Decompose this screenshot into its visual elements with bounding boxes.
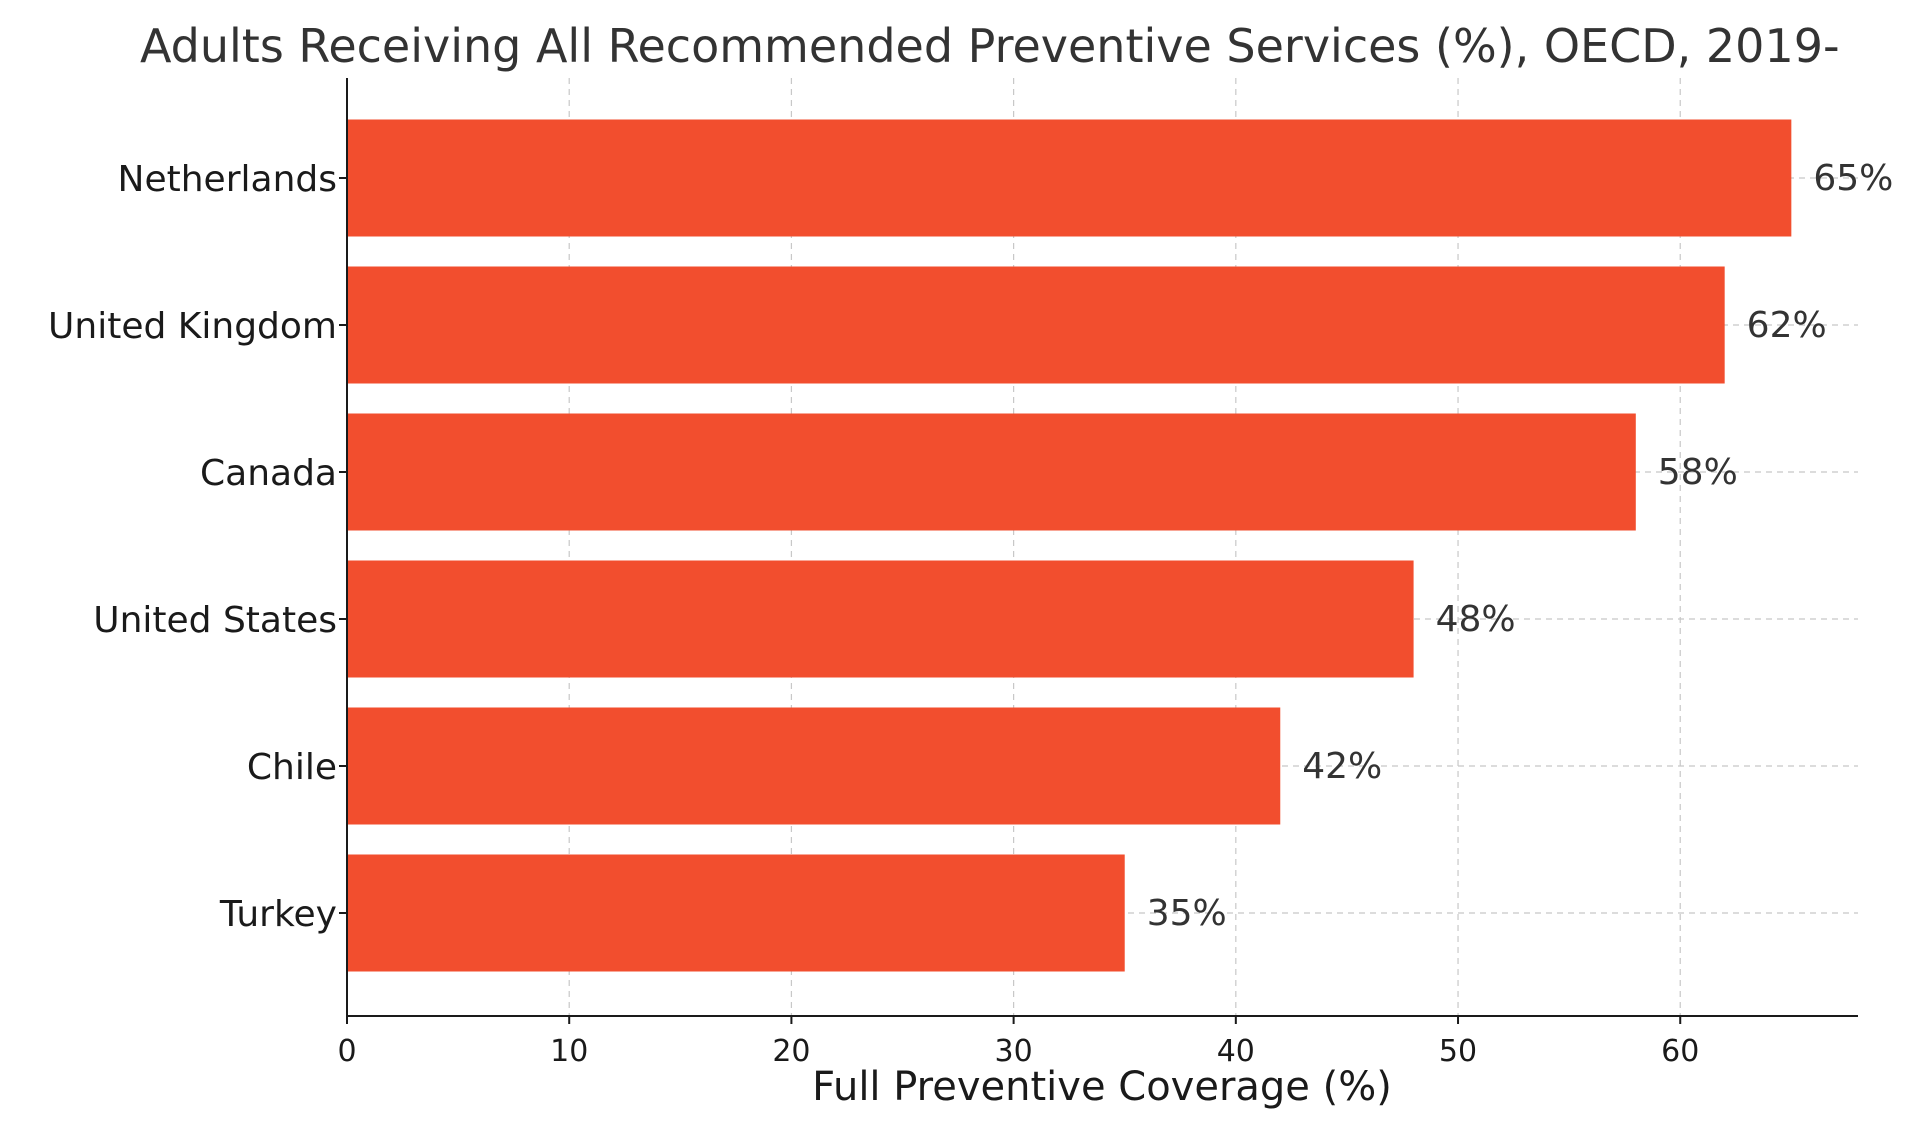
bars xyxy=(347,119,1792,972)
chart-title: Adults Receiving All Recommended Prevent… xyxy=(140,19,1840,73)
bar xyxy=(347,560,1414,678)
bar xyxy=(347,854,1125,972)
data-label: 35% xyxy=(1147,893,1227,934)
x-tick-label: 10 xyxy=(550,1034,588,1069)
x-tick-label: 40 xyxy=(1217,1034,1255,1069)
y-tick-label: United Kingdom xyxy=(48,306,337,347)
data-label: 42% xyxy=(1302,746,1382,787)
y-tick-label: United States xyxy=(93,600,337,641)
y-tick-labels: Netherlands United Kingdom Canada United St… xyxy=(48,159,347,935)
x-axis-label: Full Preventive Coverage (%) xyxy=(812,1064,1392,1110)
data-label: 58% xyxy=(1658,452,1738,493)
bar xyxy=(347,413,1636,531)
y-tick-label: Canada xyxy=(200,453,337,494)
bar xyxy=(347,266,1725,384)
y-tick-label: Netherlands xyxy=(118,159,337,200)
data-labels: 65% 62% 58% 48% 42% 35% xyxy=(1147,158,1894,934)
y-tick-label: Turkey xyxy=(219,894,337,935)
bar xyxy=(347,707,1281,825)
x-tick-labels: 0 10 20 30 40 50 60 xyxy=(337,1016,1699,1069)
x-tick-label: 30 xyxy=(995,1034,1033,1069)
data-label: 48% xyxy=(1436,599,1516,640)
data-label: 65% xyxy=(1813,158,1893,199)
data-label: 62% xyxy=(1747,305,1827,346)
x-tick-label: 50 xyxy=(1439,1034,1477,1069)
y-tick-label: Chile xyxy=(247,747,337,788)
axes xyxy=(346,78,1858,1017)
x-tick-label: 0 xyxy=(337,1034,356,1069)
x-tick-label: 60 xyxy=(1661,1034,1699,1069)
bar xyxy=(347,119,1792,237)
x-tick-label: 20 xyxy=(772,1034,810,1069)
